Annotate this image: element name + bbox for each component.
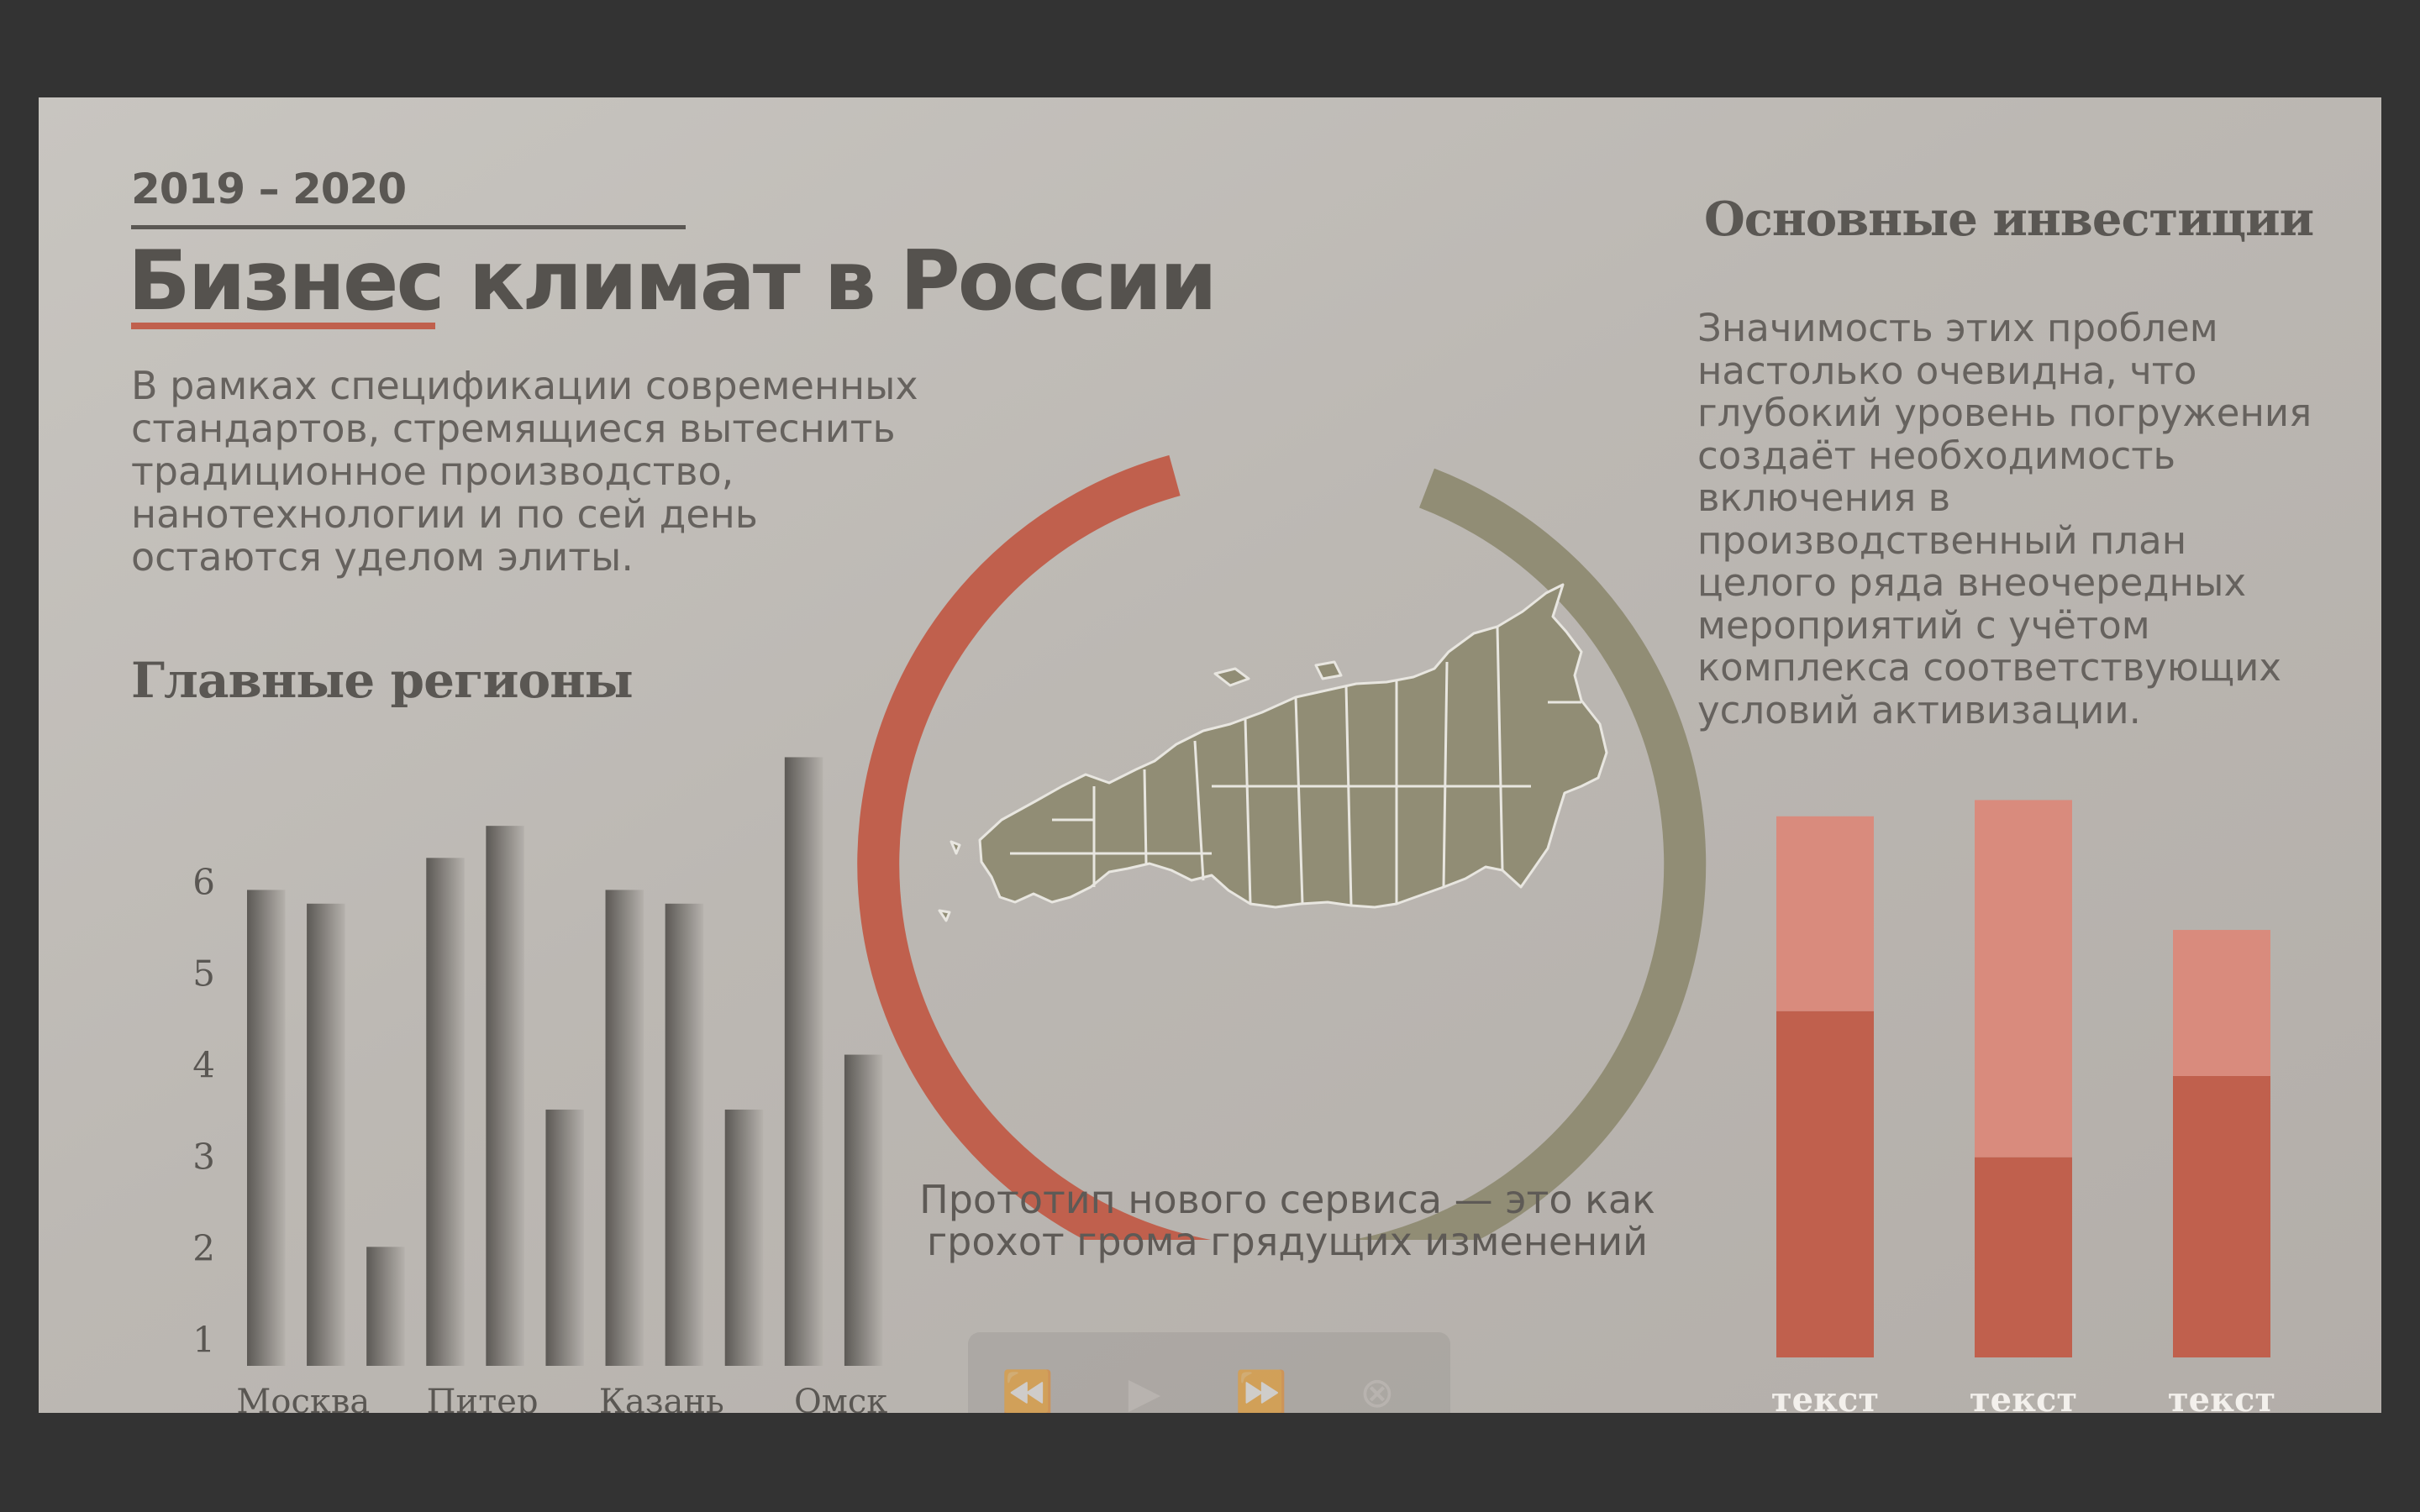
rewind-icon[interactable]: ⏪ [1001,1368,1055,1414]
x-tick-label: текст [2168,1380,2275,1413]
x-tick-label: Омск [794,1383,887,1413]
play-icon[interactable]: ▶ [1128,1368,1161,1413]
intro-paragraph: В рамках спецификации современных станда… [131,363,918,580]
x-tick-label: текст [1970,1380,2077,1413]
stacked-segment [2173,1076,2270,1357]
region-bar [426,858,465,1366]
region-bar [844,1054,883,1366]
stacked-segment [1776,1011,1874,1357]
x-tick-label: Питер [427,1383,539,1413]
y-tick-label: 2 [192,1227,215,1268]
investments-heading: Основные инвестиции [1704,192,2314,247]
slide: 2019 – 2020 Бизнес климат в России В рам… [39,97,2381,1413]
stacked-segment [1975,800,2072,1158]
region-bar [486,826,524,1366]
russia-ring-graphic [842,349,1733,1289]
stacked-segment [1776,816,1874,1011]
region-bar [366,1247,405,1366]
page-title: Бизнес климат в России [128,234,1218,329]
close-circle-icon[interactable]: ⊗ [1360,1368,1395,1413]
region-bar [724,1109,764,1366]
region-bar [545,1109,584,1366]
media-controls: ⏪ ▶ ⏩ ⊗ [968,1332,1450,1413]
region-bar [665,903,704,1366]
regions-heading: Главные регионы [131,652,634,709]
stacked-segment [2173,930,2270,1076]
years-label: 2019 – 2020 [131,165,407,213]
y-tick-label: 6 [192,862,215,903]
stacked-segment [1975,1157,2072,1357]
russia-map-icon [938,583,1608,922]
x-tick-label: Москва [236,1383,370,1413]
y-tick-label: 4 [192,1044,215,1085]
y-tick-label: 1 [192,1319,215,1360]
y-tick-label: 3 [192,1136,215,1177]
regions-bar-chart: 1 2 3 4 5 6 Москва Питер Казань Омск [192,757,887,1413]
investments-stacked-chart: текст текст текст [1771,800,2275,1413]
y-tick-label: 5 [192,953,215,994]
region-bar [307,903,345,1366]
x-tick-label: Казань [599,1383,724,1413]
fast-forward-icon[interactable]: ⏩ [1234,1368,1288,1414]
years-divider [131,225,686,229]
region-bar [784,757,823,1366]
region-bar [605,890,644,1366]
x-tick-label: текст [1771,1380,1879,1413]
ring-caption: Прототип нового сервиса — это как грохот… [919,1177,1655,1264]
region-bar [247,890,286,1366]
investments-paragraph: Значимость этих проблем настолько очевид… [1697,306,2312,732]
title-accent-underline [131,323,435,329]
